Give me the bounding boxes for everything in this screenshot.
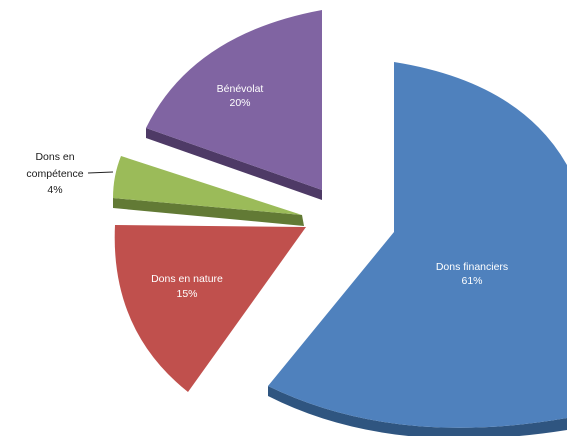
slice-nature-top xyxy=(114,225,306,392)
competence-label-line2: compétence xyxy=(26,168,83,180)
slice-competence xyxy=(113,156,304,226)
slice-financiers-side xyxy=(268,386,567,436)
competence-leader-line xyxy=(87,171,114,174)
slice-benevolat-value: 20% xyxy=(229,97,250,109)
slice-competence-side xyxy=(113,198,304,226)
slice-nature-name: Dons en nature xyxy=(151,273,223,285)
competence-label-line1: Dons en xyxy=(35,151,74,163)
slice-benevolat-top xyxy=(146,10,322,190)
slice-financiers-name: Dons financiers xyxy=(436,261,508,273)
slice-benevolat-side xyxy=(146,128,322,200)
slice-nature: Dons en nature 15% xyxy=(114,225,306,392)
competence-label-line3: 4% xyxy=(47,184,62,196)
competence-outside-label: Dons en compétence 4% xyxy=(26,151,114,196)
slice-financiers: Dons financiers 61% xyxy=(268,62,567,436)
slice-competence-top xyxy=(113,156,302,215)
slice-financiers-value: 61% xyxy=(461,275,482,287)
slice-benevolat-name: Bénévolat xyxy=(217,83,264,95)
slice-nature-value: 15% xyxy=(176,288,197,300)
slice-benevolat: Bénévolat 20% xyxy=(146,10,322,200)
slice-financiers-top xyxy=(268,62,567,428)
